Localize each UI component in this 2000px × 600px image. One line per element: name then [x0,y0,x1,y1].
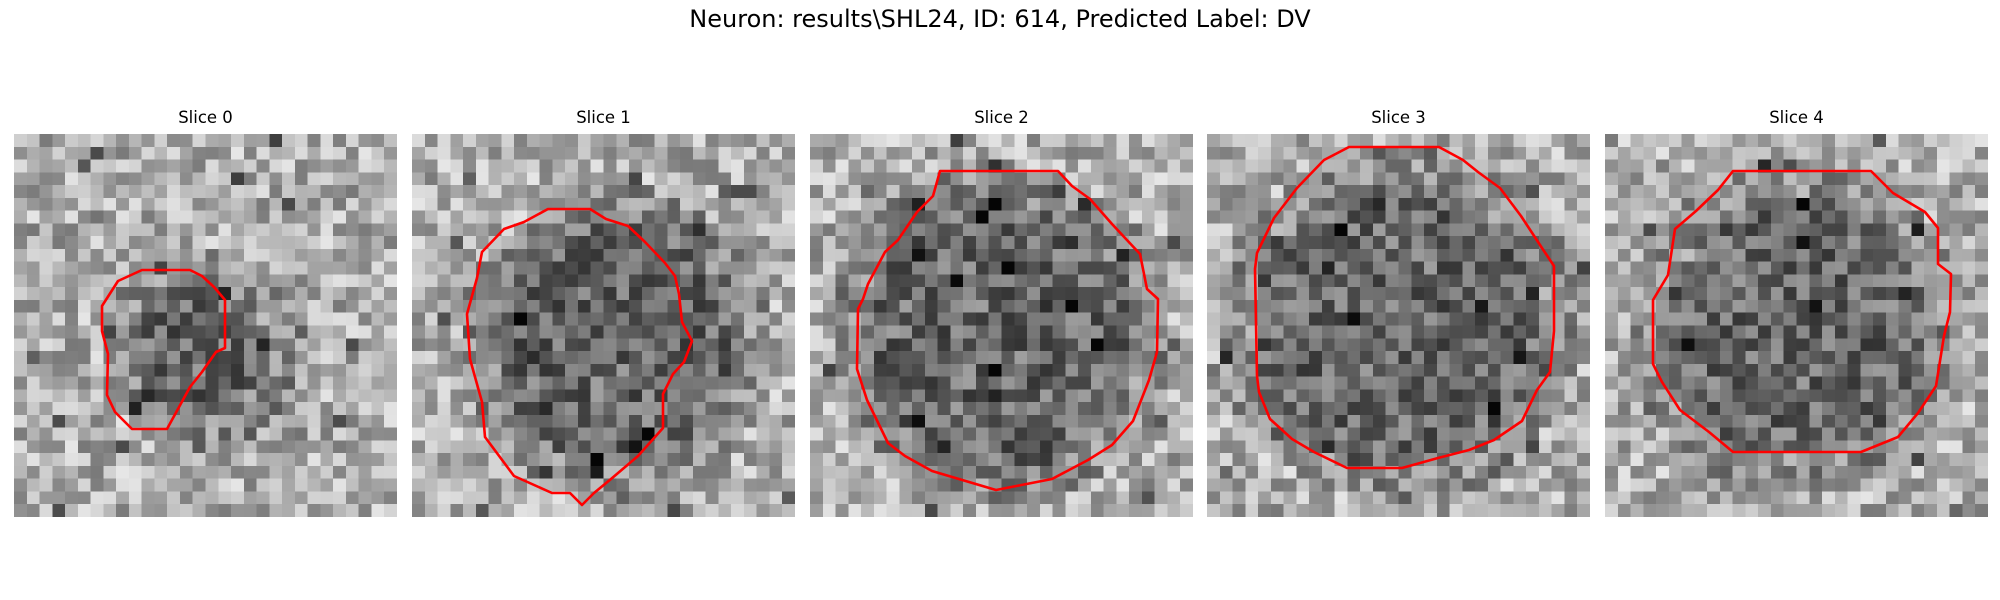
slice-0-image [14,134,397,517]
slice-1-image [412,134,795,517]
slice-2-contour [855,169,1160,492]
slice-1-title: Slice 1 [576,108,631,127]
slice-4-panel [1605,134,1988,517]
slice-3-image [1207,134,1590,517]
slice-4-contour [1651,169,1953,454]
slice-0-panel [14,134,397,517]
slice-3-panel [1207,134,1590,517]
slice-4-title: Slice 4 [1769,108,1824,127]
slice-3-title: Slice 3 [1371,108,1426,127]
slice-3-contour [1253,145,1556,470]
slice-0-title: Slice 0 [178,108,233,127]
slice-2-image [810,134,1193,517]
slice-2-panel [810,134,1193,517]
figure-title: Neuron: results\SHL24, ID: 614, Predicte… [689,5,1311,33]
slice-1-contour [465,207,694,507]
slice-2-title: Slice 2 [974,108,1029,127]
slice-0-contour [100,268,227,431]
slice-1-panel [412,134,795,517]
